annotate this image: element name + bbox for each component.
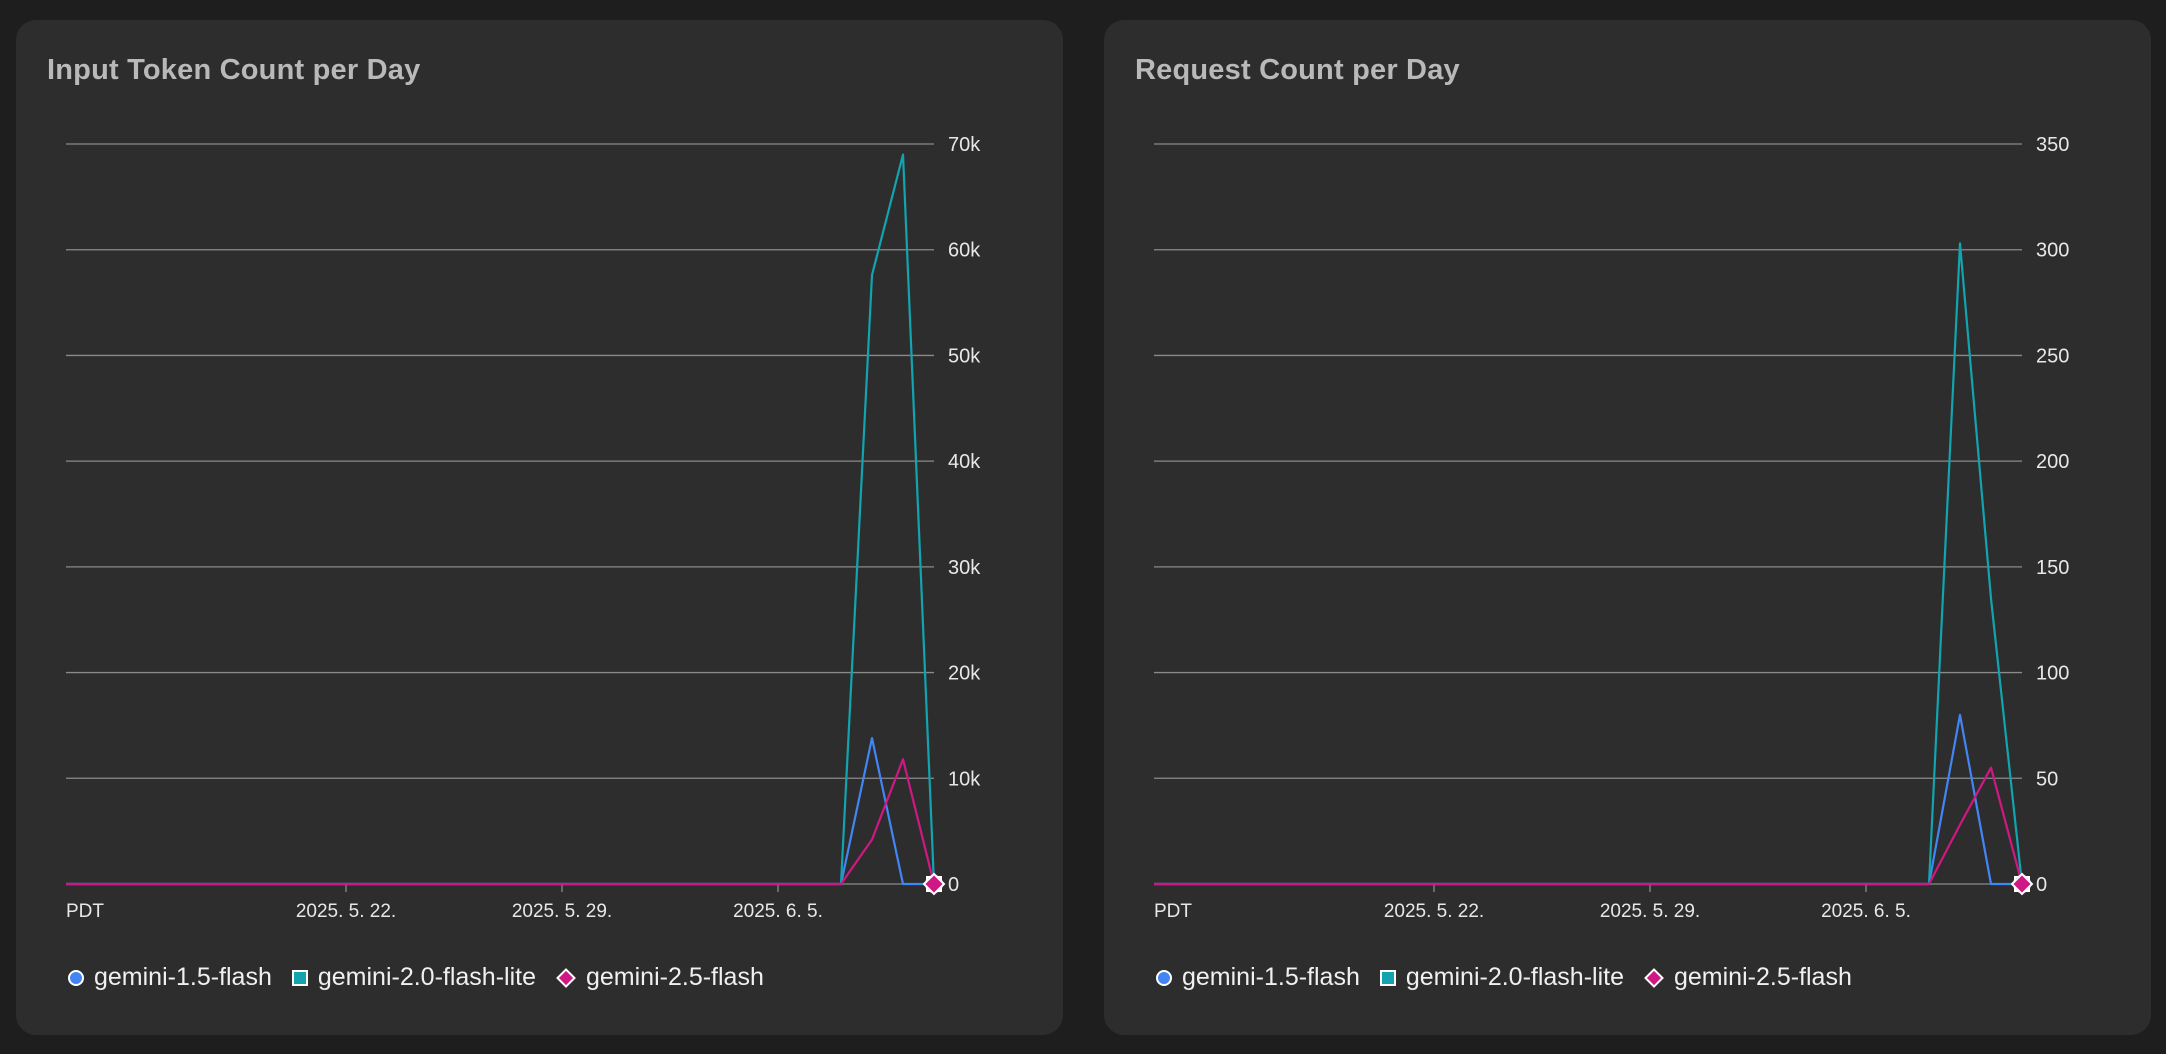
y-tick-label: 100 <box>2036 663 2069 685</box>
x-tick-label: 2025. 5. 22. <box>296 901 396 922</box>
series-line-gemini-2-5-flash <box>66 758 936 886</box>
chart-title: Input Token Count per Day <box>47 54 421 86</box>
x-tick-label: 2025. 5. 29. <box>1600 901 1700 922</box>
circle-marker-icon <box>68 969 84 986</box>
y-tick-label: 50k <box>948 345 981 367</box>
legend-label: gemini-2.0-flash-lite <box>317 963 536 991</box>
square-marker-icon <box>291 969 308 986</box>
legend-label: gemini-1.5-flash <box>1182 963 1360 991</box>
legend-item-gemini-2-5-flash[interactable]: gemini-2.5-flash <box>1644 963 1852 992</box>
diamond-marker-icon <box>556 967 576 988</box>
x-axis-timezone-label: PDT <box>1154 901 1192 922</box>
y-tick-label: 300 <box>2036 240 2069 262</box>
y-tick-label: 60k <box>948 240 981 262</box>
legend-item-gemini-2-0-flash-lite[interactable]: gemini-2.0-flash-lite <box>291 963 536 992</box>
x-tick-label: 2025. 5. 22. <box>1384 901 1484 922</box>
x-tick-label: 2025. 6. 5. <box>733 901 823 922</box>
input-token-chart-card: Input Token Count per Day 0 10k 20k 30k 40k 5… <box>16 20 1063 1035</box>
series-line-gemini-2-0-flash-lite <box>66 153 936 886</box>
legend-item-gemini-2-0-flash-lite[interactable]: gemini-2.0-flash-lite <box>1379 963 1624 992</box>
legend-label: gemini-2.5-flash <box>586 963 764 991</box>
series-line-gemini-1-5-flash <box>1154 713 2022 886</box>
chart-legend: gemini-1.5-flash gemini-2.0-flash-lite g… <box>68 963 764 992</box>
x-tick-label: 2025. 5. 29. <box>512 901 612 922</box>
y-tick-label: 150 <box>2036 557 2069 579</box>
y-tick-label: 350 <box>2036 134 2069 156</box>
chart-legend: gemini-1.5-flash gemini-2.0-flash-lite g… <box>1156 963 1852 992</box>
diamond-marker-icon <box>1644 967 1664 988</box>
legend-label: gemini-2.0-flash-lite <box>1405 963 1624 991</box>
chart-title: Request Count per Day <box>1135 54 1460 86</box>
y-tick-label: 50 <box>2036 768 2058 790</box>
series-line-gemini-1-5-flash <box>66 736 934 886</box>
series-line-gemini-2-0-flash-lite <box>1154 242 2024 886</box>
y-tick-label: 70k <box>948 134 981 156</box>
request-count-line-chart: 0 50 100 150 200 250 300 350 2025. 5. 22. 2025. 5… <box>1154 134 2069 922</box>
x-tick-label: 2025. 6. 5. <box>1821 901 1911 922</box>
legend-item-gemini-2-5-flash[interactable]: gemini-2.5-flash <box>556 963 764 992</box>
input-token-line-chart: 0 10k 20k 30k 40k 50k 60k 70k 2025. 5. 22. 2025. … <box>66 134 981 922</box>
square-marker-icon <box>1379 969 1396 986</box>
legend-label: gemini-2.5-flash <box>1674 963 1852 991</box>
y-tick-label: 0 <box>948 874 959 896</box>
data-point-gemini-2-5-flash <box>2010 872 2034 896</box>
y-tick-label: 0 <box>2036 874 2047 896</box>
y-tick-label: 30k <box>948 557 981 579</box>
y-tick-label: 20k <box>948 663 981 685</box>
legend-label: gemini-1.5-flash <box>94 963 272 991</box>
y-tick-label: 10k <box>948 768 981 790</box>
legend-item-gemini-1-5-flash[interactable]: gemini-1.5-flash <box>68 963 272 992</box>
x-axis-timezone-label: PDT <box>66 901 104 922</box>
circle-marker-icon <box>1156 969 1172 986</box>
series-line-gemini-2-5-flash <box>1154 766 2024 886</box>
y-tick-label: 40k <box>948 451 981 473</box>
y-tick-label: 250 <box>2036 345 2069 367</box>
legend-item-gemini-1-5-flash[interactable]: gemini-1.5-flash <box>1156 963 1360 992</box>
request-count-chart-card: Request Count per Day 0 50 100 150 200 250 300… <box>1104 20 2151 1035</box>
data-point-gemini-2-5-flash <box>922 872 946 896</box>
y-tick-label: 200 <box>2036 451 2069 473</box>
